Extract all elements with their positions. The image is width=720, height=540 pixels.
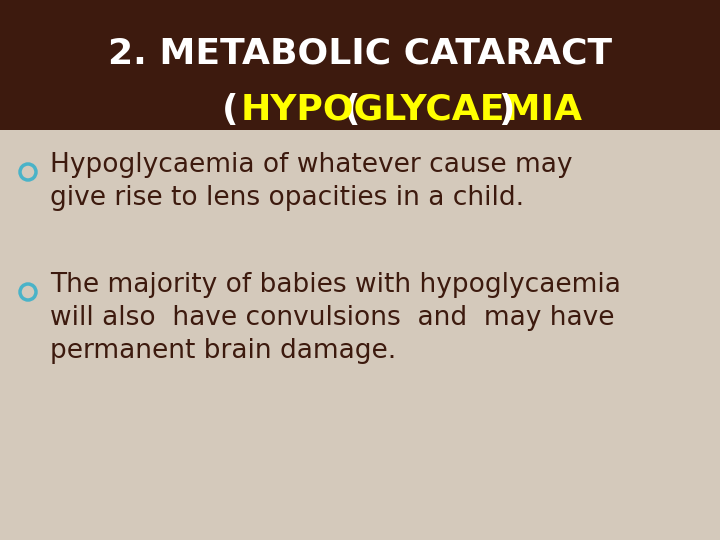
Text: ): ) <box>498 93 515 127</box>
Text: 2. METABOLIC CATARACT: 2. METABOLIC CATARACT <box>108 36 612 70</box>
Text: will also  have convulsions  and  may have: will also have convulsions and may have <box>50 305 614 331</box>
Text: (: ( <box>343 93 360 127</box>
Bar <box>0 0 720 130</box>
Text: (: ( <box>222 93 238 127</box>
Text: permanent brain damage.: permanent brain damage. <box>50 338 396 364</box>
Text: Hypoglycaemia of whatever cause may: Hypoglycaemia of whatever cause may <box>50 152 572 178</box>
Text: The majority of babies with hypoglycaemia: The majority of babies with hypoglycaemi… <box>50 272 621 298</box>
Text: give rise to lens opacities in a child.: give rise to lens opacities in a child. <box>50 185 524 211</box>
Text: HYPOGLYCAEMIA: HYPOGLYCAEMIA <box>241 93 583 127</box>
